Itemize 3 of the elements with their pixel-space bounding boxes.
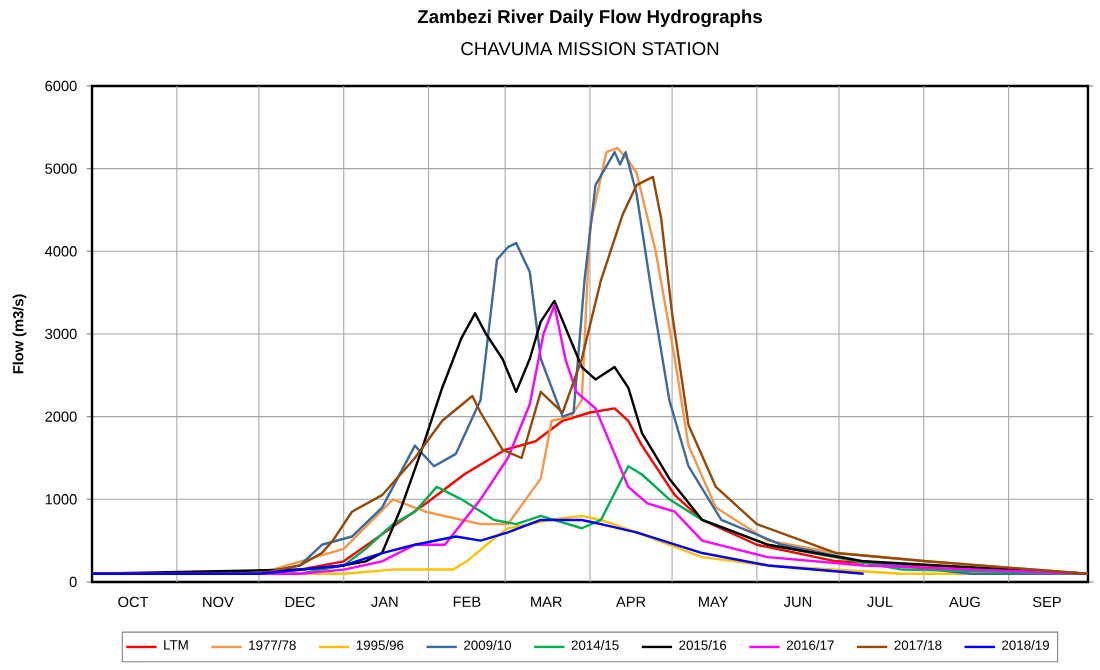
chart-title: Zambezi River Daily Flow Hydrographs xyxy=(417,9,762,28)
chart-subtitle: CHAVUMA MISSION STATION xyxy=(461,42,719,56)
line-series xyxy=(92,518,865,575)
